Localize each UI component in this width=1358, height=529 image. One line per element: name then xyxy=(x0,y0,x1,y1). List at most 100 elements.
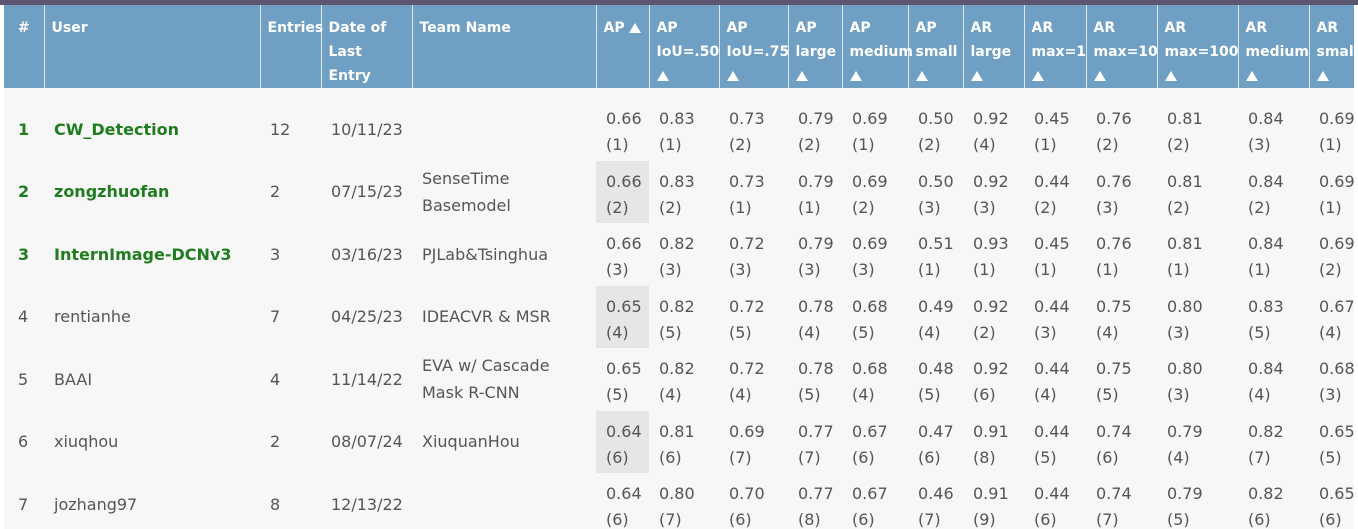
row-metric: 0.44 (4) xyxy=(1024,348,1086,411)
row-metric: 0.66 (3) xyxy=(596,223,649,286)
sort-ascending-icon[interactable] xyxy=(656,71,669,81)
sort-ascending-icon[interactable] xyxy=(629,23,642,33)
table-row: 1 CW_Detection 12 10/11/23 0.66 (1) 0.83 (1) 0.7… xyxy=(4,98,1354,161)
row-rank: 3 xyxy=(18,244,30,264)
metric-value: 0.68 xyxy=(1319,359,1354,378)
metric-value: 0.65 xyxy=(606,296,642,316)
sort-ascending-icon[interactable] xyxy=(1316,71,1329,81)
sort-ascending-icon[interactable] xyxy=(1093,71,1106,81)
metric-rank: (1) xyxy=(1319,135,1342,154)
row-metric: 0.79 (5) xyxy=(1157,473,1238,529)
row-metric: 0.44 (3) xyxy=(1024,286,1086,349)
metric-rank: (4) xyxy=(852,385,875,404)
header-metric-4[interactable]: AP medium xyxy=(842,5,913,88)
row-metric: 0.91 (9) xyxy=(963,473,1024,529)
metric-rank: (3) xyxy=(1167,385,1190,404)
metric-rank: (1) xyxy=(798,197,821,217)
row-metric: 0.79 (3) xyxy=(788,223,842,286)
header-rank: # xyxy=(4,5,45,88)
metric-value: 0.50 xyxy=(918,171,954,191)
row-metric: 0.79 (1) xyxy=(788,161,842,224)
row-metric: 0.68 (5) xyxy=(842,286,908,349)
row-rank: 2 xyxy=(18,182,30,202)
header-metric-label: large xyxy=(970,44,1012,60)
metric-value: 0.80 xyxy=(1167,296,1203,316)
sort-ascending-icon[interactable] xyxy=(726,71,739,81)
row-team: PJLab&Tsinghua xyxy=(412,223,596,286)
header-date[interactable]: Date of Last Entry xyxy=(321,5,413,88)
header-metric-8[interactable]: AR max=10 xyxy=(1086,5,1158,88)
row-metric: 0.92 (6) xyxy=(963,348,1024,411)
metric-rank: (1) xyxy=(1319,197,1342,217)
row-metric: 0.84 (1) xyxy=(1238,223,1309,286)
row-metric: 0.47 (6) xyxy=(908,411,963,474)
header-metric-label: AP xyxy=(726,20,748,36)
metric-value: 0.73 xyxy=(729,171,765,191)
sort-ascending-icon[interactable] xyxy=(915,71,928,81)
row-metric: 0.67 (4) xyxy=(1309,286,1354,349)
row-metric: 0.69 (7) xyxy=(719,411,788,474)
metric-value: 0.76 xyxy=(1096,234,1132,253)
metric-value: 0.65 xyxy=(1319,421,1354,441)
header-metric-7[interactable]: AR max=1 xyxy=(1024,5,1087,88)
sort-ascending-icon[interactable] xyxy=(970,71,983,81)
row-metric: 0.74 (7) xyxy=(1086,473,1157,529)
metric-value: 0.82 xyxy=(659,296,695,316)
row-entries: 4 xyxy=(270,369,281,389)
sort-ascending-icon[interactable] xyxy=(795,71,808,81)
sort-ascending-icon[interactable] xyxy=(1164,71,1177,81)
metric-value: 0.44 xyxy=(1034,171,1070,191)
header-metric-3[interactable]: AP large xyxy=(788,5,843,88)
metric-value: 0.83 xyxy=(659,171,695,191)
metric-value: 0.92 xyxy=(973,171,1009,191)
row-metric: 0.93 (1) xyxy=(963,223,1024,286)
header-entries[interactable]: Entries xyxy=(260,5,323,88)
metric-value: 0.80 xyxy=(1167,359,1203,378)
metric-value: 0.78 xyxy=(798,359,834,378)
table-row: 6 xiuqhou 2 08/07/24 XiuquanHou 0.64 (6) 0.81 (6… xyxy=(4,410,1354,474)
header-metric-10[interactable]: AR medium xyxy=(1238,5,1310,88)
row-metric: 0.65 (5) xyxy=(596,348,649,411)
metric-value: 0.66 xyxy=(606,234,642,253)
header-metric-5[interactable]: AP small xyxy=(908,5,964,88)
metric-rank: (5) xyxy=(918,385,941,404)
metric-value: 0.64 xyxy=(606,421,642,441)
row-metric: 0.81 (2) xyxy=(1157,161,1238,224)
metric-value: 0.79 xyxy=(798,171,834,191)
header-metric-0[interactable]: AP xyxy=(596,5,650,88)
header-metric-2[interactable]: AP IoU=.75 xyxy=(719,5,790,88)
metric-rank: (6) xyxy=(606,447,629,467)
row-entries: 3 xyxy=(270,244,281,264)
metric-value: 0.91 xyxy=(973,421,1009,441)
metric-value: 0.44 xyxy=(1034,296,1070,316)
row-metric: 0.72 (3) xyxy=(719,223,788,286)
row-rank: 5 xyxy=(18,369,29,389)
header-team[interactable]: Team Name xyxy=(412,5,597,88)
sort-ascending-icon[interactable] xyxy=(1031,71,1044,81)
header-metric-1[interactable]: AP IoU=.50 xyxy=(649,5,720,88)
header-metric-11[interactable]: AR small xyxy=(1309,5,1354,88)
row-user: jozhang97 xyxy=(54,494,138,514)
header-metric-label: medium xyxy=(1245,44,1309,60)
header-metric-6[interactable]: AR large xyxy=(963,5,1025,88)
metric-value: 0.66 xyxy=(606,109,642,128)
metric-rank: (1) xyxy=(606,135,629,154)
metric-rank: (6) xyxy=(973,385,996,404)
header-metric-label: IoU=.75 xyxy=(726,44,790,60)
sort-ascending-icon[interactable] xyxy=(849,71,862,81)
header-user[interactable]: User xyxy=(44,5,261,88)
metric-rank: (3) xyxy=(1096,197,1119,217)
header-metric-9[interactable]: AR max=100 xyxy=(1157,5,1239,88)
sort-ascending-icon[interactable] xyxy=(1245,71,1258,81)
metric-rank: (6) xyxy=(852,510,875,529)
metric-value: 0.50 xyxy=(918,109,954,128)
row-rank: 6 xyxy=(18,432,29,452)
row-metric: 0.92 (3) xyxy=(963,161,1024,224)
header-metric-label: large xyxy=(795,44,837,60)
header-metric-label: AP xyxy=(656,20,678,36)
row-rank: 4 xyxy=(18,307,29,327)
metric-value: 0.45 xyxy=(1034,234,1070,253)
metric-rank: (4) xyxy=(798,322,821,342)
row-metric: 0.75 (4) xyxy=(1086,286,1157,349)
row-metric: 0.82 (7) xyxy=(1238,411,1309,474)
